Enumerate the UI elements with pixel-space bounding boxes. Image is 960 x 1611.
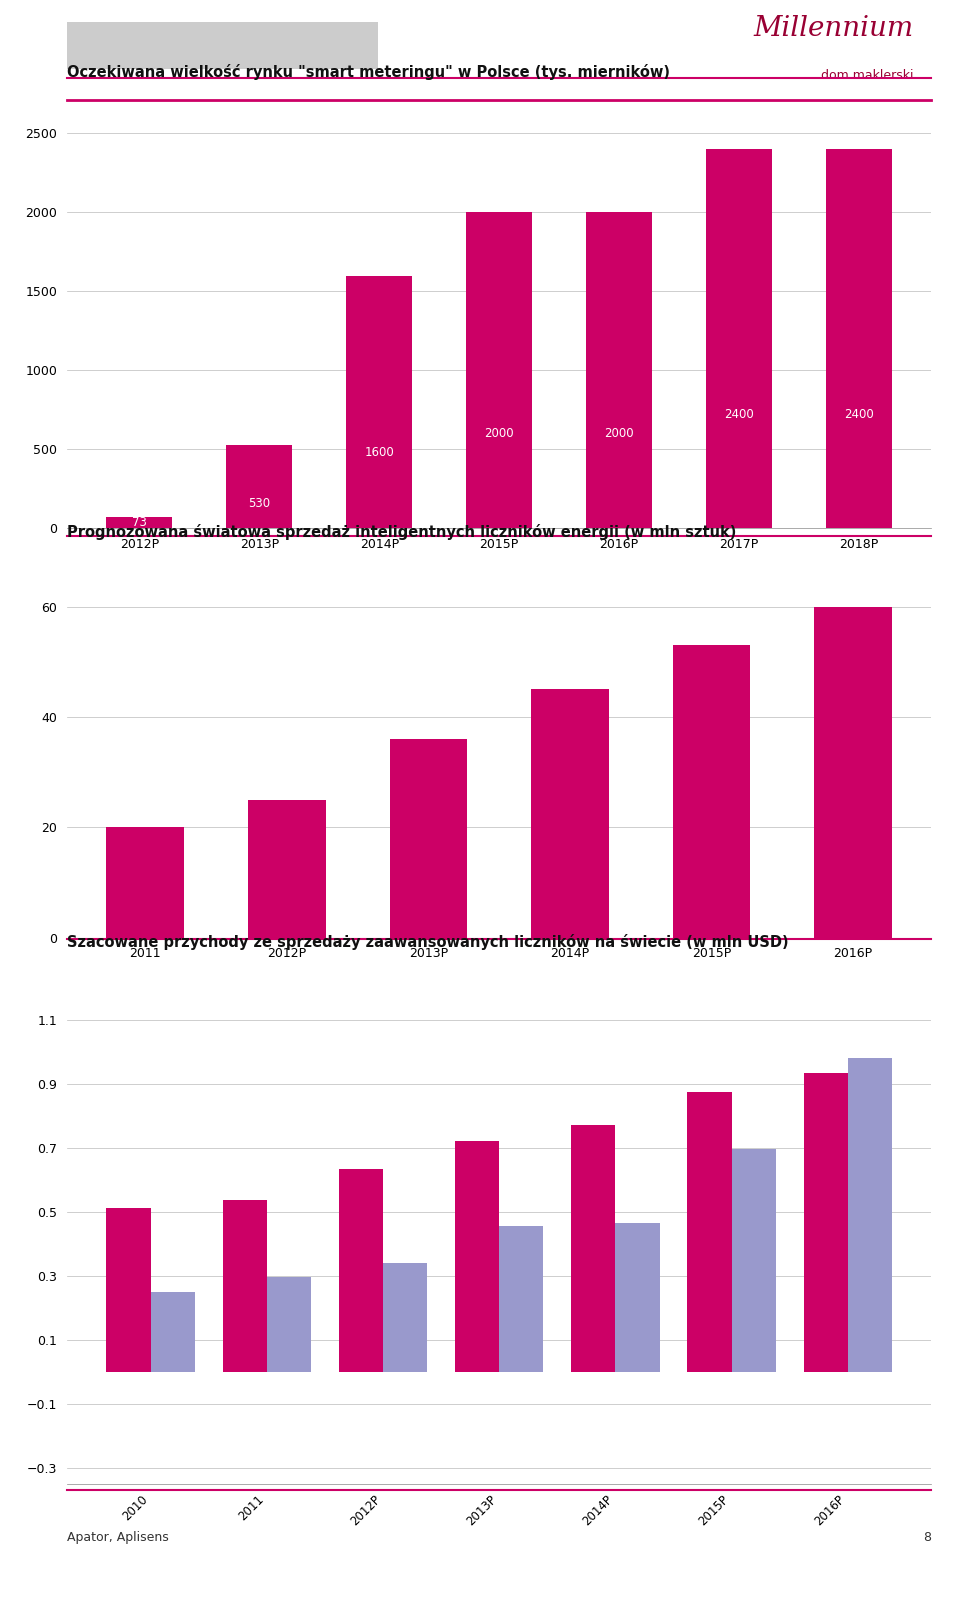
Bar (531, 690, 609, 938)
Bar (814, 607, 892, 938)
Text: 2000: 2000 (604, 427, 634, 440)
Text: Źródło: Apator: Źródło: Apator (67, 570, 148, 583)
Bar (687, 1092, 732, 1371)
Bar (499, 1226, 543, 1371)
Text: dom maklerski: dom maklerski (822, 69, 914, 82)
Bar (615, 1223, 660, 1371)
Bar (706, 150, 772, 528)
Bar (467, 213, 532, 528)
Bar (248, 799, 325, 938)
Bar (151, 1292, 195, 1371)
Text: 2000: 2000 (485, 427, 514, 440)
Text: 2400: 2400 (844, 408, 874, 420)
Text: 1600: 1600 (365, 446, 395, 459)
Bar (848, 1058, 892, 1371)
Bar (347, 275, 412, 528)
Text: Oczekiwana wielkość rynku "smart meteringu" w Polsce (tys. mierników): Oczekiwana wielkość rynku "smart meterin… (67, 64, 670, 81)
Bar (673, 646, 751, 938)
Text: Apator, Aplisens: Apator, Aplisens (67, 1530, 169, 1543)
Bar (383, 1263, 427, 1371)
Text: 530: 530 (249, 496, 271, 509)
Bar (587, 213, 652, 528)
Text: Prognozowana światowa sprzedaż inteligentnych liczników energii (w mln sztuk): Prognozowana światowa sprzedaż inteligen… (67, 525, 736, 540)
Bar (67, 23, 378, 69)
Bar (390, 739, 468, 938)
Bar (339, 1168, 383, 1371)
Text: 2400: 2400 (724, 408, 754, 420)
Text: Źródło: IHS iSuppli Research, Millennium DM: Źródło: IHS iSuppli Research, Millennium… (67, 975, 316, 988)
Text: 8: 8 (924, 1530, 931, 1543)
Bar (571, 1126, 615, 1371)
Bar (267, 1278, 311, 1371)
Bar (804, 1073, 848, 1371)
Text: Millennium: Millennium (754, 14, 914, 42)
Bar (227, 445, 293, 528)
Bar (107, 1208, 151, 1371)
Bar (107, 517, 173, 528)
Text: Szacowane przychody ze sprzedaży zaawansowanych liczników na świecie (w mln USD): Szacowane przychody ze sprzedaży zaawans… (67, 934, 789, 950)
Bar (455, 1141, 499, 1371)
Bar (223, 1200, 267, 1371)
Bar (826, 150, 892, 528)
Text: 73: 73 (132, 516, 147, 528)
Bar (107, 828, 184, 938)
Bar (732, 1149, 776, 1371)
